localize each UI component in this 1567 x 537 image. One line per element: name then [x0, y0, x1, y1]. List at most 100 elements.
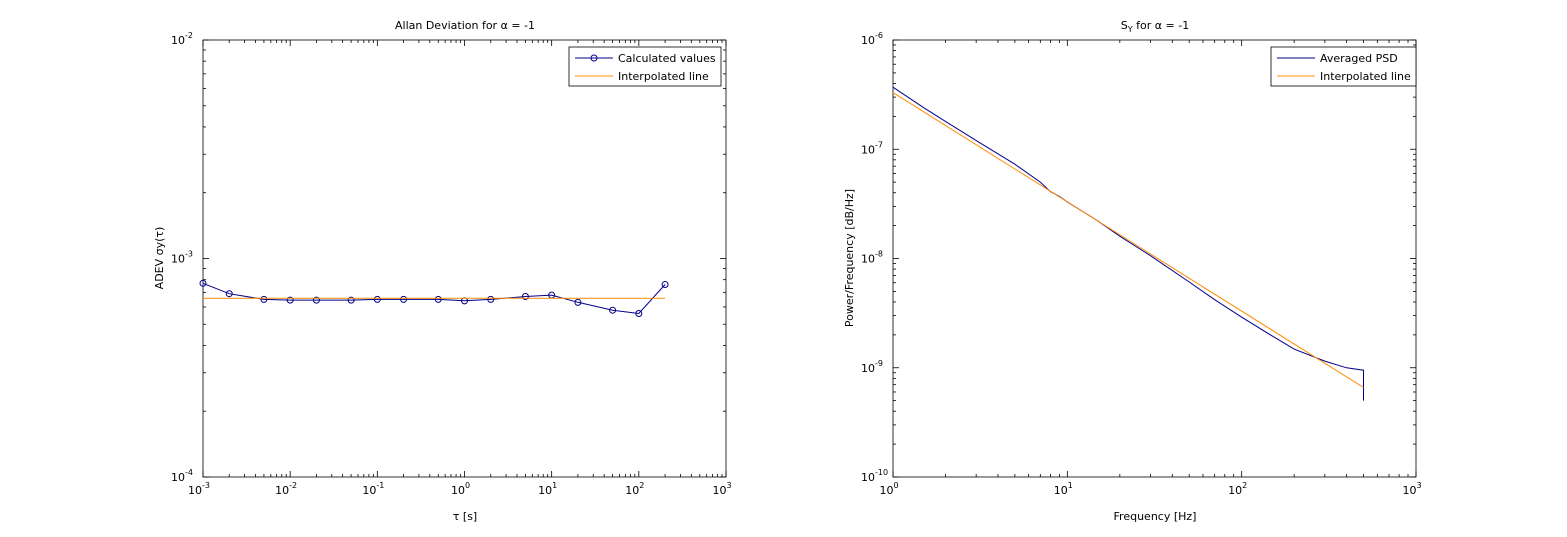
x-tick-label: 10-2 — [275, 481, 297, 497]
data-point — [373, 295, 381, 303]
y-axis-label: Power/Frequency [dB/Hz] — [843, 189, 856, 327]
psd-chart: SY for α = -1 100 101 102 103 10-1010-910-8… — [843, 19, 1422, 523]
tick-exponent: -7 — [875, 140, 883, 149]
axis-ticks — [202, 39, 727, 478]
tick-base: 10 — [275, 484, 289, 497]
tick-base: 10 — [1228, 484, 1242, 497]
tick-base: 10 — [171, 34, 185, 47]
series-group — [892, 86, 1364, 401]
tick-exponent: -3 — [185, 250, 193, 259]
data-point — [286, 296, 294, 304]
tick-base: 10 — [861, 471, 875, 484]
chart-title: SY for α = -1 — [1121, 19, 1189, 34]
x-tick-label: 10-1 — [362, 481, 384, 497]
y-tick-label: 10-8 — [861, 250, 883, 266]
tick-exponent: 2 — [1242, 481, 1247, 490]
y-tick-labels: 10-410-310-2 — [171, 31, 193, 484]
x-tick-label: 10-3 — [188, 481, 210, 497]
data-point — [260, 295, 268, 303]
plot-area — [202, 39, 727, 478]
x-tick-label: 100 — [451, 481, 470, 497]
legend-label-interpolated: Interpolated line — [618, 70, 709, 83]
x-tick-label: 102 — [625, 481, 644, 497]
y-tick-label: 10-3 — [171, 250, 193, 266]
tick-base: 10 — [879, 484, 893, 497]
data-point — [199, 279, 207, 287]
legend-box — [568, 46, 722, 87]
series-group — [199, 279, 669, 318]
data-point — [661, 281, 669, 289]
data-point — [312, 296, 320, 304]
legend-marker-calculated — [590, 54, 598, 62]
series-line-0 — [202, 282, 666, 315]
tick-exponent: -2 — [289, 481, 297, 490]
x-tick-label: 103 — [1402, 481, 1421, 497]
tick-base: 10 — [538, 484, 552, 497]
x-tick-label: 103 — [712, 481, 731, 497]
legend: Calculated values Interpolated line — [568, 46, 722, 87]
tick-base: 10 — [171, 253, 185, 266]
data-point — [225, 290, 233, 298]
title-main: S — [1121, 19, 1128, 32]
tick-exponent: 0 — [465, 481, 470, 490]
tick-exponent: 2 — [639, 481, 644, 490]
data-point — [574, 298, 582, 306]
legend: Averaged PSD Interpolated line — [1270, 46, 1417, 87]
title-suffix: for α = -1 — [1133, 19, 1190, 32]
series-line-0 — [892, 86, 1364, 401]
tick-exponent: -1 — [376, 481, 384, 490]
tick-exponent: -8 — [875, 250, 883, 259]
tick-exponent: 3 — [726, 481, 731, 490]
tick-exponent: 3 — [1416, 481, 1421, 490]
y-tick-label: 10-6 — [861, 31, 883, 47]
x-axis-label: τ [s] — [453, 510, 477, 523]
legend-box — [1270, 46, 1417, 87]
y-tick-label: 10-9 — [861, 359, 883, 375]
y-axis-label: ADEV σy(τ) — [153, 227, 166, 290]
data-point — [434, 295, 442, 303]
tick-base: 10 — [861, 253, 875, 266]
tick-base: 10 — [712, 484, 726, 497]
x-tick-label: 101 — [1054, 481, 1073, 497]
legend-label-calculated: Calculated values — [618, 52, 716, 65]
tick-base: 10 — [188, 484, 202, 497]
data-point — [400, 295, 408, 303]
data-point — [347, 296, 355, 304]
tick-exponent: -4 — [185, 468, 193, 477]
tick-exponent: -10 — [875, 468, 888, 477]
y-tick-label: 10-2 — [171, 31, 193, 47]
y-tick-label: 10-4 — [171, 468, 193, 484]
tick-exponent: 0 — [893, 481, 898, 490]
tick-exponent: -6 — [875, 31, 883, 40]
title-sub: Y — [1127, 25, 1133, 34]
data-point — [521, 293, 529, 301]
tick-base: 10 — [1054, 484, 1068, 497]
tick-exponent: -2 — [185, 31, 193, 40]
tick-base: 10 — [451, 484, 465, 497]
tick-base: 10 — [171, 471, 185, 484]
y-tick-label: 10-10 — [861, 468, 888, 484]
chart-title: Allan Deviation for α = -1 — [395, 19, 535, 32]
tick-base: 10 — [861, 34, 875, 47]
data-point — [609, 306, 617, 314]
axis-ticks — [892, 39, 1417, 478]
tick-exponent: 1 — [1068, 481, 1073, 490]
x-tick-label: 102 — [1228, 481, 1247, 497]
allan-deviation-chart: Allan Deviation for α = -1 10-3 10-2 10-1 1… — [153, 19, 732, 523]
tick-base: 10 — [362, 484, 376, 497]
data-point — [635, 310, 643, 318]
x-tick-labels: 100 101 102 103 — [879, 481, 1421, 497]
data-point — [487, 295, 495, 303]
x-tick-label: 101 — [538, 481, 557, 497]
tick-base: 10 — [1402, 484, 1416, 497]
y-tick-label: 10-7 — [861, 140, 883, 156]
series-line-1 — [892, 92, 1364, 388]
x-tick-labels: 10-3 10-2 10-1 100 101 102 103 — [188, 481, 732, 497]
tick-exponent: -3 — [202, 481, 210, 490]
tick-exponent: 1 — [552, 481, 557, 490]
legend-label-psd: Averaged PSD — [1320, 52, 1398, 65]
legend-label-interpolated: Interpolated line — [1320, 70, 1411, 83]
tick-base: 10 — [861, 362, 875, 375]
